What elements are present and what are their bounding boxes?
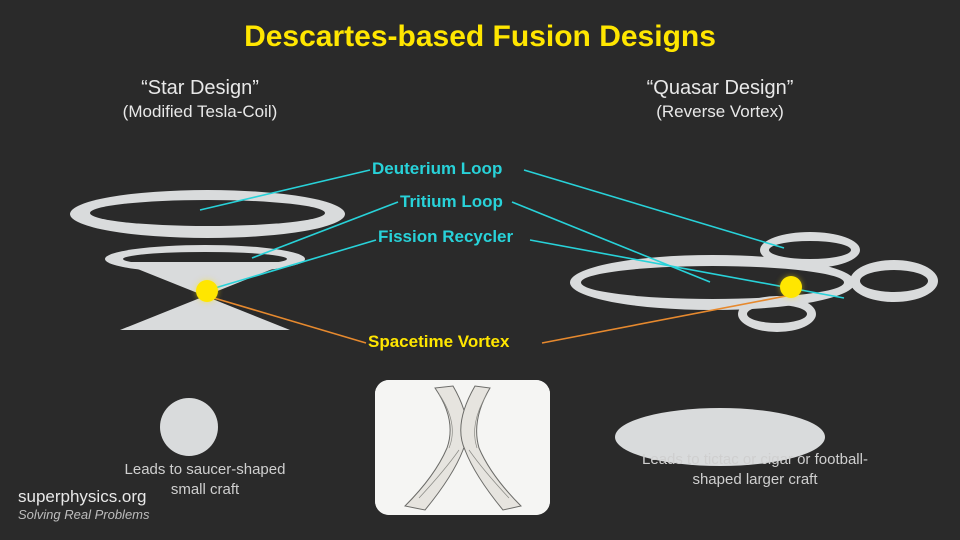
- saucer-shape-icon: [160, 398, 218, 456]
- attribution-site: superphysics.org: [18, 487, 150, 507]
- label-deuterium-loop: Deuterium Loop: [372, 159, 502, 179]
- quasar-vortex-dot: [780, 276, 802, 298]
- quasar-design-subtitle: (Reverse Vortex): [580, 101, 860, 122]
- quasar-lower-ring: [738, 296, 816, 332]
- quasar-design-name: “Quasar Design”: [580, 76, 860, 101]
- star-design-subtitle: (Modified Tesla-Coil): [60, 101, 340, 122]
- star-vortex-dot: [196, 280, 218, 302]
- label-tritium-loop: Tritium Loop: [400, 192, 503, 212]
- label-spacetime-vortex: Spacetime Vortex: [368, 332, 509, 352]
- quasar-design-heading: “Quasar Design” (Reverse Vortex): [580, 76, 860, 122]
- label-fission-recycler: Fission Recycler: [378, 227, 513, 247]
- attribution: superphysics.org Solving Real Problems: [18, 487, 150, 522]
- quasar-upper-ring: [760, 232, 860, 268]
- star-design-name: “Star Design”: [60, 76, 340, 101]
- center-illustration: [375, 380, 550, 515]
- quasar-side-ring: [850, 260, 938, 302]
- attribution-tagline: Solving Real Problems: [18, 507, 150, 522]
- caption-tictac: Leads to tictac or cigar or football-sha…: [625, 450, 885, 489]
- star-design-heading: “Star Design” (Modified Tesla-Coil): [60, 76, 340, 122]
- star-deuterium-loop: [70, 190, 345, 238]
- page-title: Descartes-based Fusion Designs: [0, 20, 960, 54]
